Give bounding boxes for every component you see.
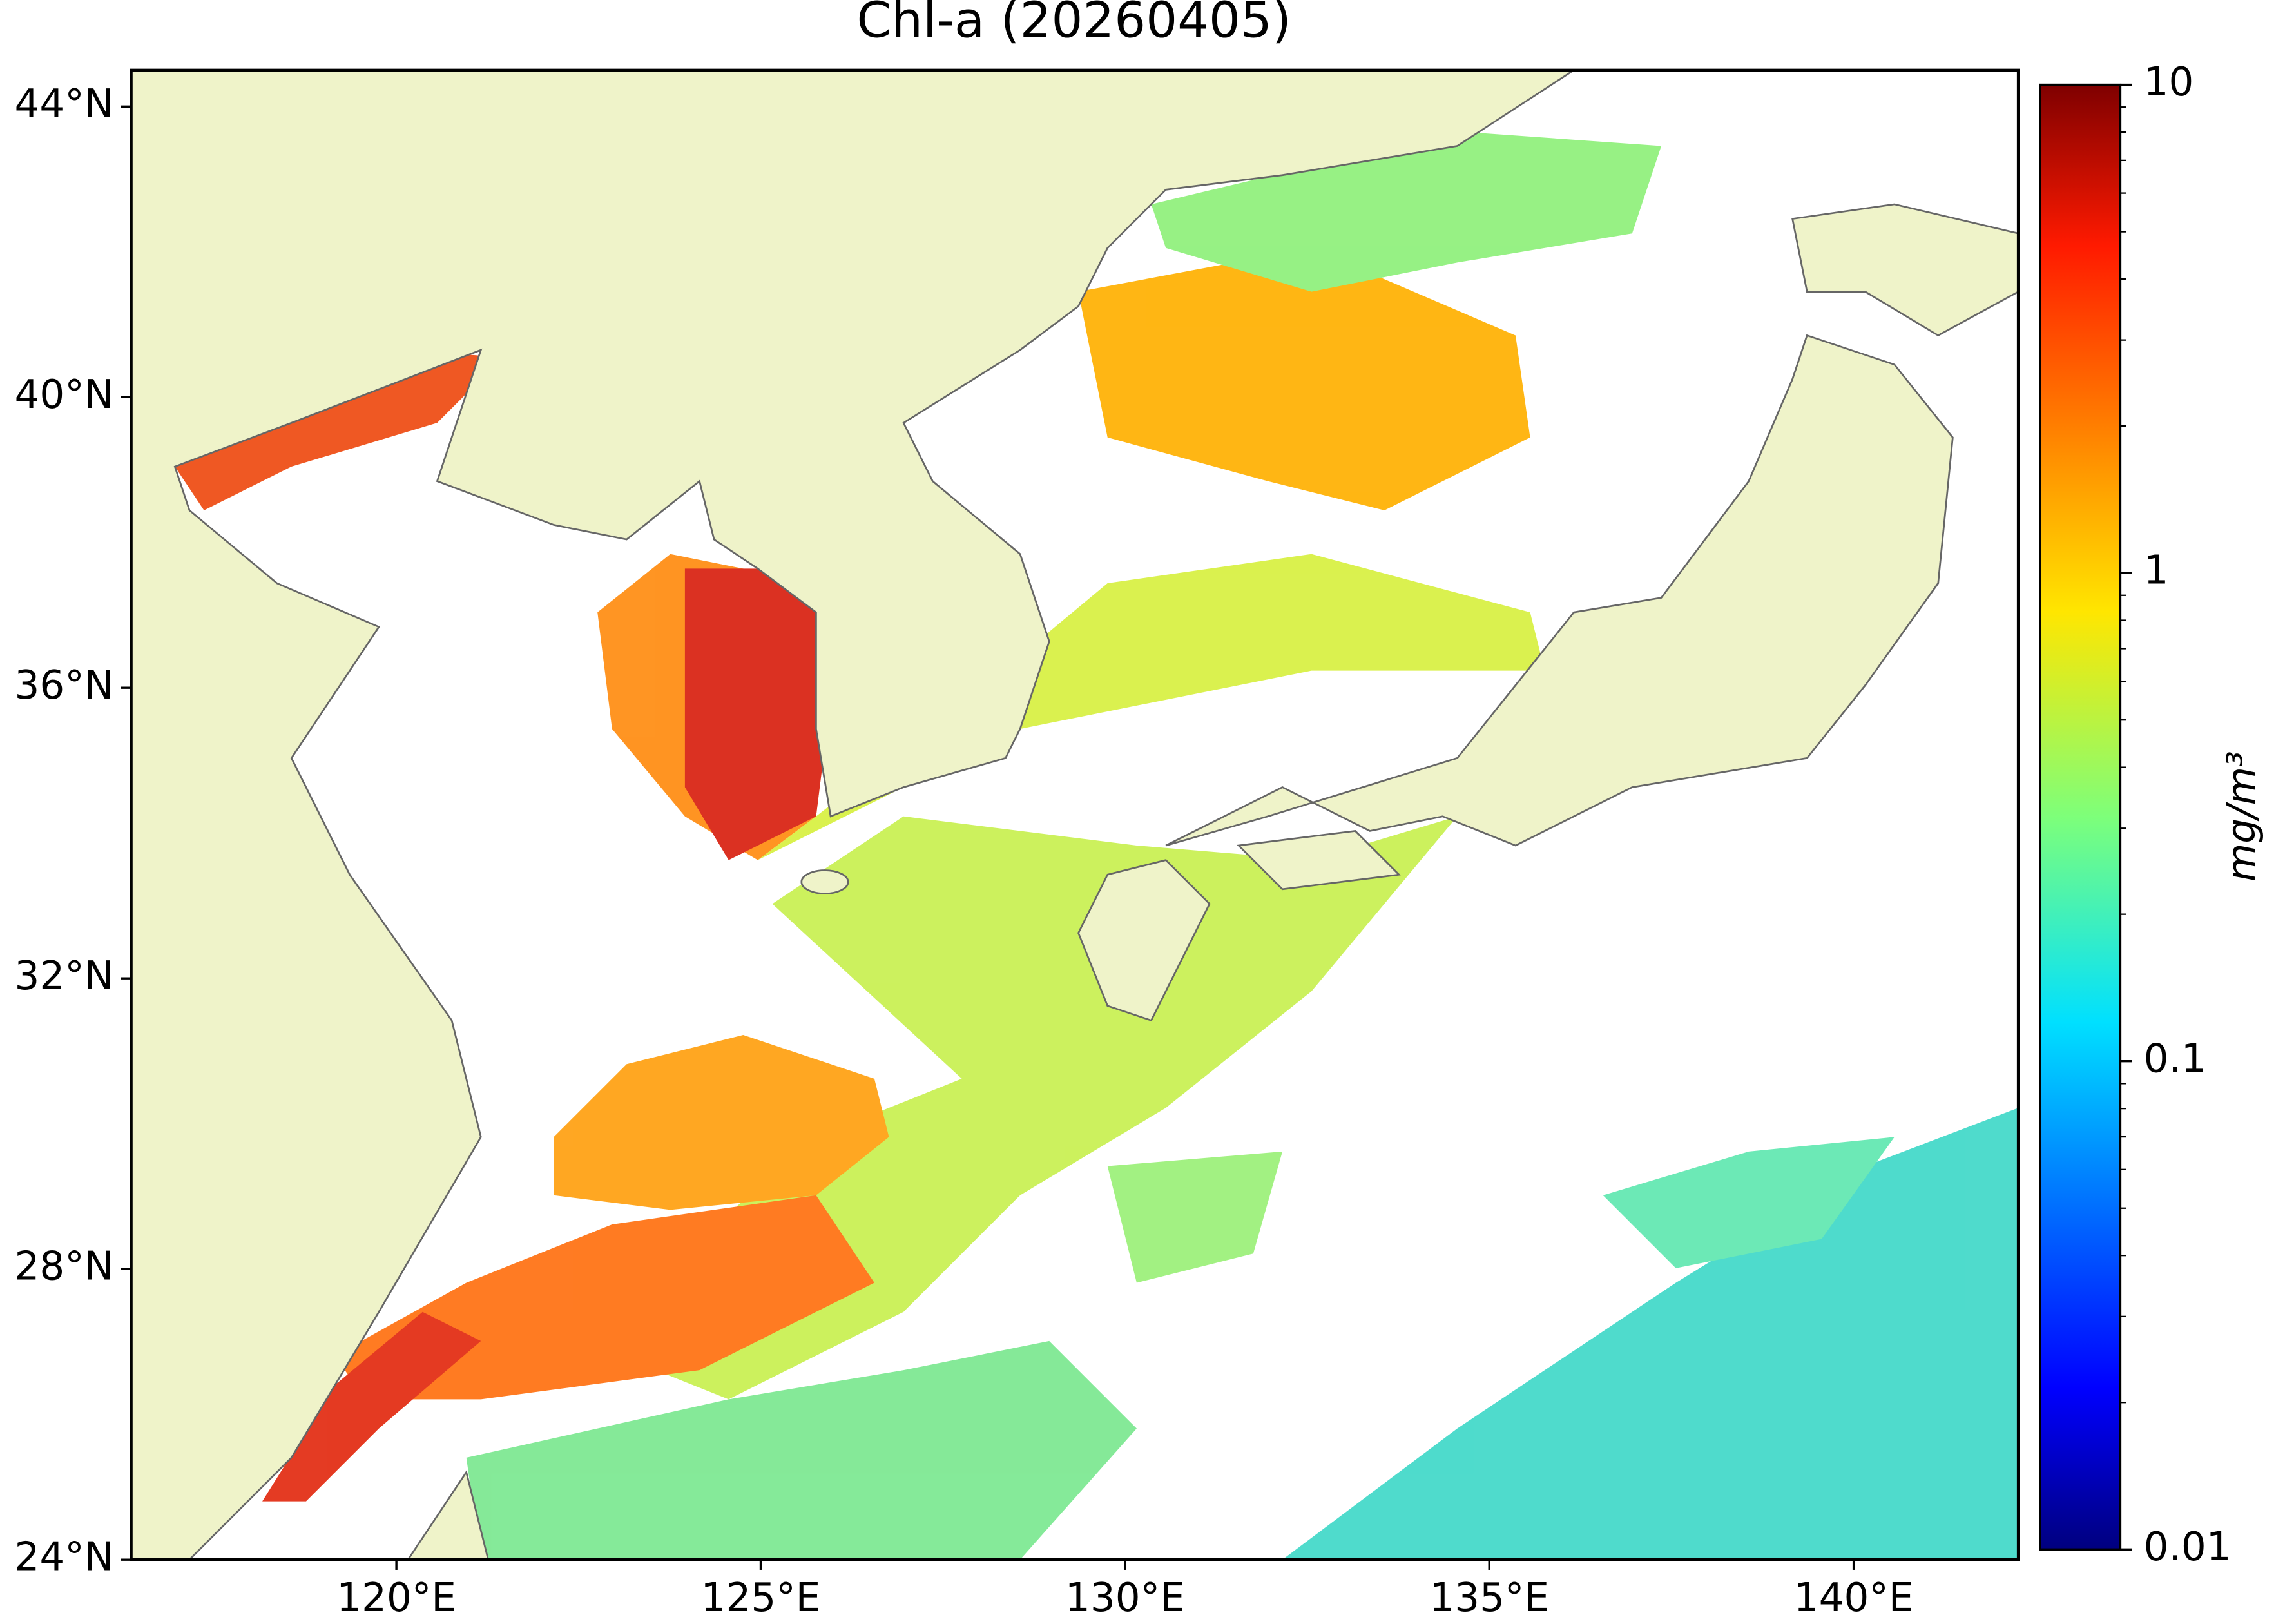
y-tick-label: 44°N: [15, 81, 114, 127]
x-tick-label: 125°E: [701, 1575, 821, 1621]
colorbar-tick-label: 0.1: [2144, 1036, 2206, 1081]
x-tick-label: 130°E: [1065, 1575, 1185, 1621]
y-tick-label: 40°N: [15, 372, 114, 418]
colorbar-tick-label: 10: [2144, 59, 2194, 105]
y-tick-label: 36°N: [15, 662, 114, 708]
colorbar-label: mg/m³: [2219, 751, 2264, 882]
y-tick-label: 32°N: [15, 953, 114, 999]
y-tick-label: 28°N: [15, 1244, 114, 1290]
y-tick-label: 24°N: [15, 1534, 114, 1580]
map-image: [131, 70, 2019, 1560]
x-tick-label: 140°E: [1794, 1575, 1914, 1621]
chart-title: Chl-a (20260405): [857, 0, 1291, 50]
x-tick-label: 135°E: [1429, 1575, 1549, 1621]
colorbar: [2039, 83, 2122, 1551]
map-frame: [130, 68, 2020, 1561]
x-tick-label: 120°E: [336, 1575, 456, 1621]
colorbar-tick-label: 0.01: [2144, 1524, 2232, 1570]
colorbar-tick-label: 1: [2144, 548, 2169, 594]
